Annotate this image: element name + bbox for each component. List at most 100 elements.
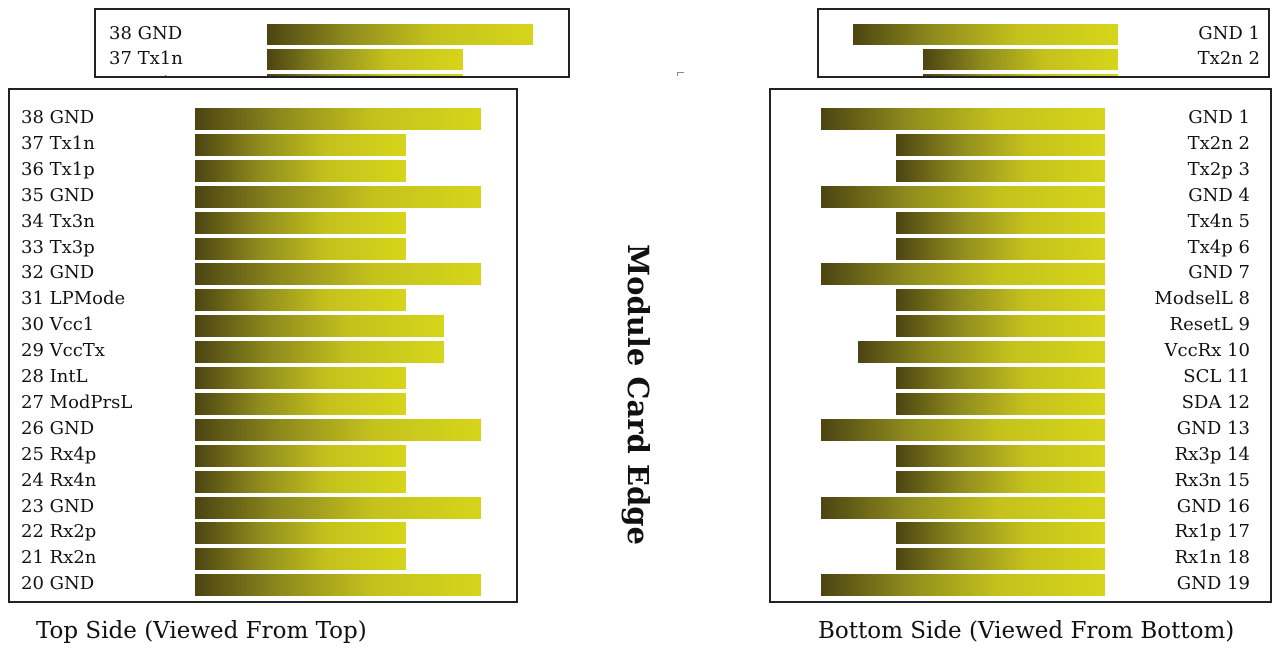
pin-row: 38 GND: [10, 107, 516, 130]
pin-name: GND: [49, 495, 95, 517]
panel-gap: [0, 78, 580, 88]
pin-label: 34 Tx3n: [21, 211, 95, 233]
pin-name: GND: [49, 417, 95, 439]
contact-pad: [896, 367, 1105, 389]
pin-number: 6: [1238, 236, 1250, 258]
contact-pad: [821, 574, 1105, 597]
pin-number: 5: [1238, 210, 1250, 232]
pin-number: 9: [1238, 314, 1250, 336]
contact-pad: [195, 444, 406, 467]
pin-number: 10: [1227, 340, 1250, 362]
pin-name: Vcc1: [49, 314, 95, 336]
pin-number: 3: [1249, 73, 1260, 76]
ghost-top-side-panel: 38 GND 37 Tx1n 36 Tx1p: [94, 8, 570, 78]
pin-number: 3: [1238, 158, 1250, 180]
pin-label: 35 GND: [21, 185, 94, 207]
pin-number: 24: [21, 469, 44, 491]
module-card-edge-title: Module Card Edge: [621, 244, 655, 546]
pin-label: 22 Rx2p: [21, 521, 96, 543]
pin-row: 21 Rx2n: [10, 547, 516, 571]
pin-label: GND 13: [1177, 418, 1250, 440]
pin-label: SDA 12: [1182, 392, 1250, 414]
pin-row: 29 VccTx: [10, 340, 516, 364]
pin-number: 35: [21, 184, 44, 206]
pin-number: 20: [21, 573, 44, 595]
pin-row: GND 4: [771, 185, 1270, 208]
pin-number: 33: [21, 236, 44, 258]
pin-row: 36 Tx1p: [96, 73, 568, 76]
pin-label: Rx3n 15: [1175, 470, 1250, 492]
contact-pad: [195, 367, 406, 389]
contact-pad: [821, 108, 1105, 130]
contact-pad: [896, 133, 1105, 156]
pin-row: Tx4n 5: [771, 211, 1270, 234]
pin-row: Tx2n 2: [819, 48, 1268, 70]
contact-pad: [896, 289, 1105, 312]
pin-label: 31 LPMode: [21, 288, 125, 310]
pin-row: Tx2p 3: [819, 73, 1268, 76]
pin-row: Rx3p 14: [771, 443, 1270, 467]
pin-name: Tx1n: [49, 132, 95, 154]
pin-row: 20 GND: [10, 573, 516, 597]
pin-row: 28 IntL: [10, 366, 516, 389]
ghost-bottom-side-panel: GND 1 Tx2n 2 Tx2p 3: [817, 8, 1270, 78]
pin-name: GND: [1188, 262, 1233, 284]
pin-number: 7: [1238, 262, 1250, 284]
pin-label: Tx2p 3: [1188, 159, 1250, 181]
pin-row: 24 Rx4n: [10, 469, 516, 493]
pin-name: Rx3p: [1174, 443, 1222, 465]
contact-pad: [821, 496, 1105, 519]
pin-label: 23 GND: [21, 496, 94, 518]
pin-label: Tx4n 5: [1188, 211, 1250, 233]
pin-name: Tx2n: [1197, 48, 1243, 69]
pin-row: 34 Tx3n: [10, 211, 516, 234]
contact-pad: [267, 74, 463, 76]
pin-row: GND 19: [771, 573, 1270, 597]
contact-pad: [821, 185, 1105, 208]
pin-label: Rx1n 18: [1175, 547, 1250, 569]
pin-number: 32: [21, 262, 44, 284]
contact-pad: [896, 548, 1105, 571]
pin-row: GND 7: [771, 262, 1270, 286]
contact-pad: [195, 548, 406, 571]
pin-row: Rx1n 18: [771, 547, 1270, 571]
pin-label: ResetL 9: [1170, 314, 1250, 336]
pin-name: GND: [49, 573, 95, 595]
pin-row: GND 1: [771, 107, 1270, 130]
contact-pad: [821, 263, 1105, 286]
pin-row: ModselL 8: [771, 288, 1270, 312]
pin-label: 27 ModPrsL: [21, 392, 132, 414]
pin-name: Rx4n: [49, 469, 97, 491]
pin-number: 22: [21, 521, 44, 543]
pin-row: ResetL 9: [771, 314, 1270, 338]
pin-number: 13: [1227, 417, 1250, 439]
pin-label: GND 1: [1198, 23, 1260, 45]
contact-pad: [195, 185, 481, 208]
pin-row: 31 LPMode: [10, 288, 516, 312]
pin-row: 38 GND: [96, 23, 568, 45]
pin-label: 37 Tx1n: [109, 48, 183, 70]
pin-number: 26: [21, 417, 44, 439]
bottom-side-caption: Bottom Side (Viewed From Bottom): [818, 618, 1235, 644]
pin-label: 28 IntL: [21, 366, 88, 388]
contact-pad: [896, 159, 1105, 182]
pin-label: 33 Tx3p: [21, 237, 95, 259]
contact-pad: [195, 392, 406, 415]
contact-pad: [195, 315, 444, 338]
pin-name: Tx2p: [1187, 158, 1233, 180]
pin-label: 36 Tx1p: [109, 73, 183, 76]
pin-label: GND 1: [1188, 107, 1250, 129]
contact-pad: [195, 418, 481, 441]
contact-pad: [195, 133, 406, 156]
pin-name: Tx1n: [137, 48, 183, 69]
pin-row: VccRx 10: [771, 340, 1270, 364]
pin-number: 31: [21, 288, 44, 310]
contact-pad: [195, 159, 406, 182]
pin-number: 16: [1227, 495, 1250, 517]
pin-label: SCL 11: [1183, 366, 1250, 388]
pin-number: 14: [1227, 443, 1250, 465]
pin-name: GND: [137, 23, 183, 44]
pin-name: Rx2p: [49, 521, 97, 543]
contact-pad: [923, 74, 1118, 76]
